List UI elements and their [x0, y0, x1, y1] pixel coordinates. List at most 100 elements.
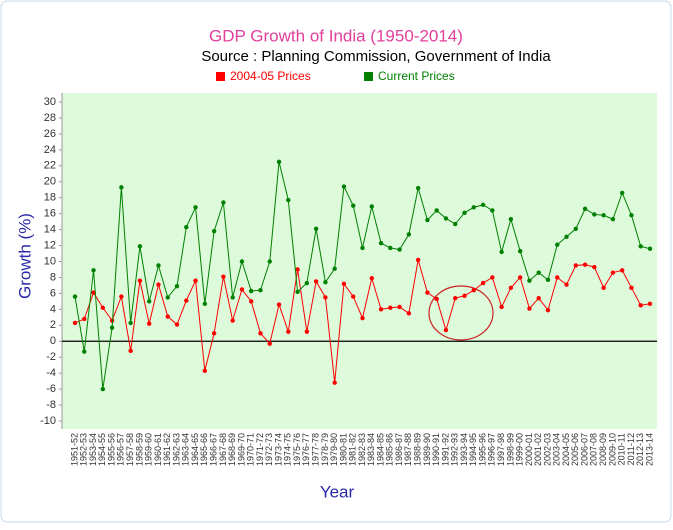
data-point	[527, 278, 532, 283]
data-point	[527, 306, 532, 311]
x-tick-label: 1955-56	[106, 433, 116, 466]
data-point	[406, 232, 412, 237]
data-point	[304, 280, 310, 286]
data-point	[313, 226, 319, 232]
data-point	[592, 264, 597, 270]
data-point	[453, 221, 458, 227]
data-point	[165, 314, 170, 319]
data-point	[258, 331, 263, 336]
data-point	[369, 276, 374, 281]
y-tick-label: 2	[50, 319, 56, 331]
data-point	[619, 190, 625, 196]
data-point	[555, 242, 560, 247]
data-point	[295, 289, 300, 295]
y-tick-label: 16	[44, 208, 56, 220]
data-point	[471, 205, 476, 210]
data-point	[517, 248, 523, 254]
data-point	[351, 203, 356, 208]
x-tick-label: 1993-94	[459, 433, 469, 466]
x-tick-label: 1952-53	[79, 433, 89, 466]
y-tick-label: 20	[44, 176, 56, 188]
data-point	[295, 267, 300, 272]
legend-swatch	[216, 72, 225, 81]
data-point	[573, 263, 579, 268]
data-point	[601, 285, 606, 291]
data-point	[471, 288, 476, 293]
x-tick-label: 1999-00	[515, 433, 525, 466]
data-point	[202, 368, 208, 373]
x-tick-label: 1954-55	[97, 433, 107, 466]
x-tick-label: 1998-99	[505, 433, 515, 466]
x-tick-label: 1967-68	[218, 433, 228, 466]
data-point	[286, 329, 291, 334]
x-tick-label: 1989-90	[422, 433, 432, 466]
x-tick-label: 1961-62	[162, 433, 172, 466]
data-point	[360, 315, 365, 321]
x-tick-label: 1975-76	[292, 433, 302, 466]
data-point	[286, 197, 291, 203]
y-axis-label: Growth (%)	[15, 213, 34, 299]
x-tick-label: 2013-14	[644, 433, 654, 466]
data-point	[332, 380, 337, 385]
y-tick-label: 10	[44, 255, 56, 267]
data-point	[156, 263, 161, 268]
x-tick-label: 2002-03	[542, 433, 552, 466]
data-point	[119, 294, 124, 299]
data-point	[351, 294, 356, 299]
data-point	[564, 282, 569, 287]
data-point	[323, 280, 328, 285]
data-point	[397, 304, 402, 310]
data-point	[564, 234, 569, 239]
x-tick-label: 2001-02	[533, 433, 543, 466]
data-point	[638, 244, 643, 249]
data-point	[332, 266, 337, 271]
y-tick-label: 12	[44, 239, 56, 251]
data-point	[211, 228, 217, 234]
data-point	[415, 185, 421, 191]
chart-subtitle: Source : Planning Commission, Government…	[201, 48, 551, 65]
x-tick-label: 1965-66	[199, 433, 209, 466]
data-point	[82, 316, 87, 322]
data-point	[360, 245, 365, 251]
y-tick-label: -6	[46, 383, 56, 395]
data-point	[146, 321, 152, 326]
x-tick-label: 2003-04	[552, 433, 562, 466]
data-point	[100, 305, 106, 310]
x-tick-label: 1964-65	[190, 433, 200, 466]
data-point	[249, 299, 254, 304]
data-point	[137, 278, 143, 283]
x-tick-label: 1983-84	[366, 433, 376, 466]
x-tick-label: 2010-11	[617, 433, 627, 465]
x-tick-label: 1956-57	[116, 433, 126, 466]
plot-area	[62, 93, 657, 429]
x-tick-label: 1992-93	[450, 433, 460, 466]
data-point	[425, 290, 430, 295]
data-point	[119, 185, 124, 190]
data-point	[184, 298, 189, 303]
x-tick-label: 1966-67	[208, 433, 218, 466]
x-tick-label: 2004-05	[561, 433, 571, 466]
x-tick-label: 1951-52	[69, 433, 79, 466]
x-tick-label: 2006-07	[579, 433, 589, 466]
x-tick-label: 2000-01	[524, 433, 534, 466]
chart-title: GDP Growth of India (1950-2014)	[209, 26, 463, 45]
x-tick-label: 1977-78	[311, 433, 321, 466]
data-point	[582, 262, 588, 267]
y-tick-label: 4	[50, 303, 56, 315]
y-tick-label: 14	[44, 224, 56, 236]
data-point	[184, 225, 189, 230]
data-point	[462, 293, 467, 298]
x-tick-label: 1995-96	[477, 433, 487, 466]
x-tick-label: 2011-12	[626, 433, 636, 465]
data-point	[82, 349, 87, 354]
data-point	[638, 303, 643, 308]
legend-label: 2004-05 Prices	[230, 69, 311, 83]
x-tick-label: 1987-88	[403, 433, 413, 466]
data-point	[72, 294, 78, 299]
y-tick-label: 30	[44, 96, 56, 108]
x-tick-label: 1976-77	[301, 433, 311, 466]
data-point	[91, 268, 96, 273]
y-tick-label: 26	[44, 128, 56, 140]
data-point	[146, 299, 152, 304]
x-tick-label: 1970-71	[246, 433, 256, 466]
